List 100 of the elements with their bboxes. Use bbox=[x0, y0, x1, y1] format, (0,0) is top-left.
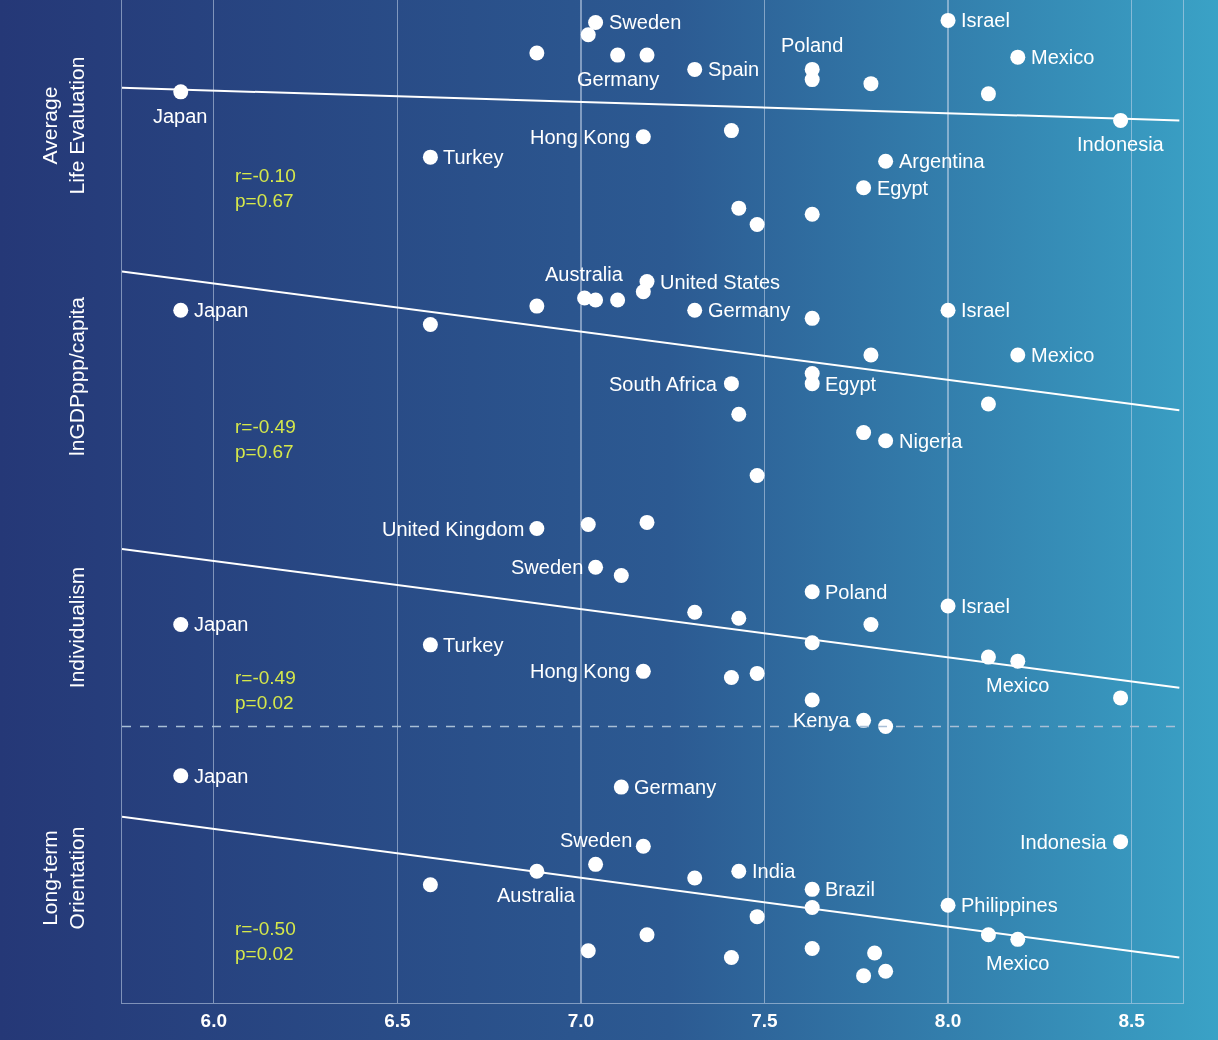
annotation: Israel bbox=[961, 595, 1010, 617]
annotation: Kenya bbox=[793, 709, 851, 731]
point bbox=[422, 316, 438, 332]
point bbox=[804, 72, 820, 88]
point bbox=[856, 425, 872, 441]
point bbox=[639, 514, 655, 530]
point bbox=[856, 712, 872, 728]
annotation: Egypt bbox=[825, 373, 877, 395]
point bbox=[580, 27, 596, 43]
point bbox=[749, 909, 765, 925]
point bbox=[940, 897, 956, 913]
point bbox=[804, 206, 820, 222]
y-axis-title: Long-term Orientation bbox=[37, 826, 89, 930]
point bbox=[422, 637, 438, 653]
annotation: Hong Kong bbox=[530, 126, 631, 148]
point bbox=[635, 129, 651, 145]
annotation: South Africa bbox=[609, 373, 718, 395]
point bbox=[867, 945, 883, 961]
annotation: Germany bbox=[577, 68, 660, 90]
point bbox=[588, 559, 604, 575]
annotation: Sweden bbox=[511, 556, 584, 578]
annotation: Australia bbox=[497, 884, 576, 906]
annotation: Indonesia bbox=[1077, 133, 1165, 155]
point bbox=[804, 310, 820, 326]
annotation: Turkey bbox=[443, 146, 504, 168]
annotation: Sweden bbox=[560, 829, 633, 851]
annotation: Sweden bbox=[609, 11, 682, 33]
point bbox=[804, 881, 820, 897]
point bbox=[173, 302, 189, 318]
point bbox=[804, 584, 820, 600]
point bbox=[804, 376, 820, 392]
point bbox=[723, 670, 739, 685]
point bbox=[731, 406, 747, 422]
x-tick-label: 7.0 bbox=[567, 1009, 595, 1031]
point bbox=[635, 663, 651, 679]
x-tick-label: 8.5 bbox=[1118, 1009, 1146, 1031]
point bbox=[878, 963, 894, 979]
annotation: Egypt bbox=[877, 177, 929, 199]
annotation: r=-0.50 p=0.02 bbox=[235, 918, 296, 964]
x-tick-label: 6.5 bbox=[384, 1009, 411, 1031]
point bbox=[639, 927, 655, 943]
annotation: Japan bbox=[194, 299, 249, 321]
point bbox=[610, 292, 626, 308]
x-tick-label: 7.5 bbox=[751, 1009, 779, 1031]
annotation: India bbox=[752, 860, 797, 882]
annotation: Nigeria bbox=[899, 430, 964, 452]
point bbox=[863, 616, 879, 632]
point bbox=[1010, 347, 1026, 363]
point bbox=[940, 598, 956, 614]
point bbox=[878, 718, 894, 734]
annotation: Spain bbox=[708, 58, 760, 80]
point bbox=[635, 838, 651, 854]
annotation: Hong Kong bbox=[530, 660, 631, 682]
point bbox=[856, 180, 872, 196]
point bbox=[529, 45, 545, 61]
point bbox=[878, 433, 894, 449]
point bbox=[731, 200, 747, 216]
point bbox=[804, 692, 820, 708]
annotation: Japan bbox=[194, 613, 249, 635]
annotation: Indonesia bbox=[1020, 831, 1108, 853]
annotation: Japan bbox=[194, 765, 249, 787]
annotation: Argentina bbox=[899, 150, 986, 172]
point bbox=[613, 779, 629, 795]
point bbox=[731, 863, 747, 879]
point bbox=[1010, 49, 1026, 65]
point bbox=[422, 877, 438, 893]
annotation: r=-0.10 p=0.67 bbox=[235, 165, 296, 211]
annotation: Turkey bbox=[443, 634, 504, 656]
point bbox=[980, 396, 996, 412]
point bbox=[422, 149, 438, 165]
annotation: Brazil bbox=[825, 878, 876, 900]
point bbox=[687, 61, 703, 77]
annotation: Israel bbox=[961, 9, 1010, 31]
point bbox=[639, 47, 655, 63]
point bbox=[856, 968, 872, 984]
point bbox=[529, 521, 545, 537]
point bbox=[749, 467, 765, 483]
x-tick-label: 8.0 bbox=[934, 1009, 962, 1031]
annotation: United Kingdom bbox=[382, 518, 525, 540]
point bbox=[878, 153, 894, 169]
point bbox=[687, 870, 703, 886]
point bbox=[863, 76, 879, 92]
point bbox=[580, 943, 596, 959]
point bbox=[940, 12, 956, 28]
annotation: r=-0.49 p=0.02 bbox=[235, 667, 296, 713]
annotation: Japan bbox=[153, 105, 208, 127]
point bbox=[749, 665, 765, 681]
point bbox=[723, 123, 739, 139]
point bbox=[804, 940, 820, 956]
annotation: United States bbox=[660, 271, 781, 293]
point bbox=[687, 302, 703, 318]
point bbox=[588, 14, 604, 30]
point bbox=[749, 216, 765, 232]
annotation: Mexico bbox=[1031, 344, 1095, 366]
point bbox=[980, 86, 996, 102]
point bbox=[588, 292, 604, 308]
point bbox=[580, 516, 596, 532]
annotation: Israel bbox=[961, 299, 1010, 321]
point bbox=[731, 610, 747, 626]
point bbox=[529, 298, 545, 314]
